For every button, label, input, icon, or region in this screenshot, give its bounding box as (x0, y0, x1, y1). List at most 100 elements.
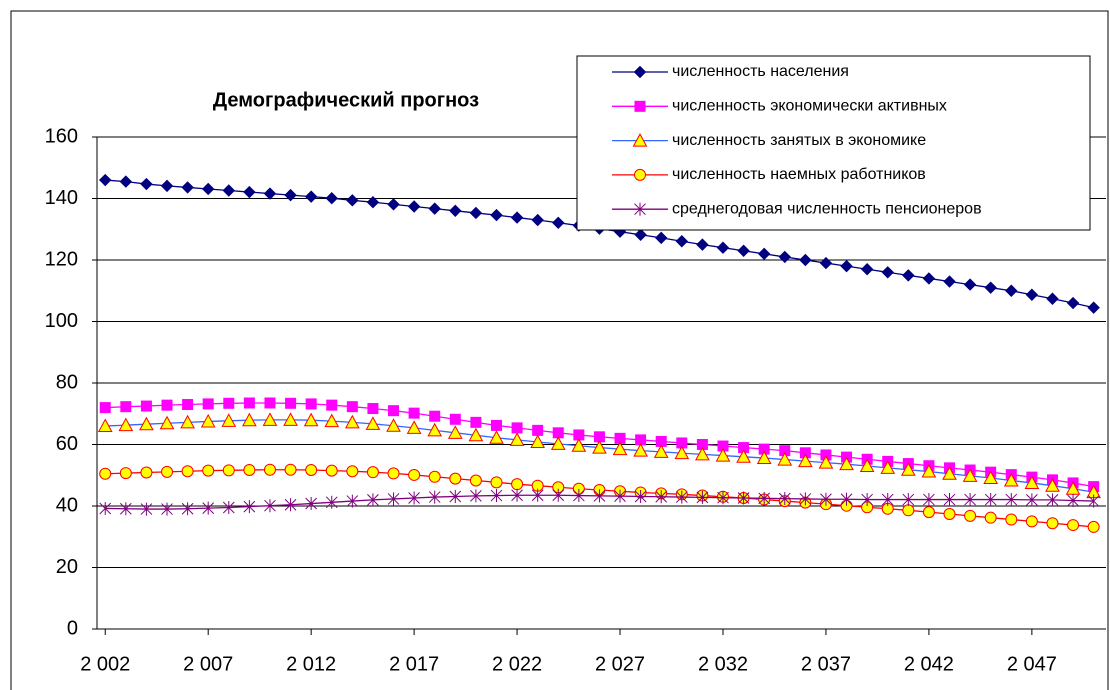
y-tick-label: 120 (45, 248, 78, 270)
marker (921, 464, 937, 478)
marker (653, 444, 669, 458)
marker (449, 413, 461, 425)
x-tick-label: 2 017 (389, 653, 439, 675)
marker (798, 453, 813, 468)
x-tick-label: 2 022 (492, 653, 542, 675)
y-tick-label: 140 (45, 187, 78, 209)
y-tick-label: 20 (56, 556, 78, 578)
marker (737, 491, 750, 505)
marker (346, 401, 358, 413)
marker (284, 498, 297, 512)
marker (99, 173, 112, 187)
marker (449, 489, 462, 503)
marker (572, 489, 585, 503)
marker (490, 208, 503, 222)
legend-label: численность наемных работников (672, 166, 926, 183)
marker (778, 250, 791, 264)
marker (346, 465, 359, 478)
marker (243, 185, 256, 199)
marker (634, 489, 647, 503)
marker (346, 494, 359, 508)
marker (757, 247, 771, 261)
chart-title: Демографический прогноз (213, 89, 479, 111)
marker (140, 177, 153, 191)
marker (695, 446, 710, 461)
marker (408, 407, 420, 419)
marker (180, 414, 195, 429)
marker (262, 412, 278, 426)
marker (1026, 493, 1038, 507)
marker (428, 470, 441, 483)
marker (181, 465, 194, 478)
marker (202, 464, 215, 477)
y-tick-label: 100 (45, 310, 78, 332)
marker (632, 133, 648, 147)
marker (408, 468, 421, 481)
marker (1025, 515, 1038, 528)
marker (263, 463, 276, 476)
marker (284, 463, 297, 476)
marker (550, 436, 566, 450)
marker (346, 194, 359, 207)
marker (407, 200, 421, 213)
marker (983, 470, 999, 485)
marker (511, 422, 523, 434)
marker (799, 492, 812, 506)
marker (964, 493, 976, 507)
marker (922, 272, 936, 285)
marker (860, 263, 874, 276)
marker (1005, 284, 1018, 297)
marker (511, 488, 523, 502)
marker (696, 238, 709, 251)
marker (777, 452, 793, 466)
marker (593, 489, 606, 503)
marker (1046, 517, 1059, 530)
marker (737, 244, 750, 257)
marker (531, 213, 544, 227)
marker (1066, 296, 1080, 310)
marker (717, 491, 729, 505)
marker (222, 464, 235, 477)
marker (159, 415, 175, 430)
marker (161, 502, 173, 516)
marker (962, 468, 978, 482)
marker (366, 195, 380, 209)
marker (634, 228, 647, 241)
marker (880, 460, 896, 474)
marker (181, 181, 194, 194)
marker (469, 474, 482, 487)
marker (99, 467, 112, 480)
marker (428, 202, 441, 215)
x-tick-label: 2 007 (183, 653, 233, 675)
marker (222, 501, 235, 515)
marker (922, 506, 935, 519)
marker (284, 188, 297, 202)
marker (511, 478, 524, 491)
marker (243, 397, 255, 409)
marker (285, 397, 297, 409)
legend-label: численность экономически активных (672, 98, 947, 115)
marker (859, 458, 875, 473)
marker (305, 464, 318, 477)
marker (470, 416, 482, 428)
marker (470, 489, 482, 503)
marker (326, 399, 338, 411)
marker (881, 493, 894, 507)
marker (634, 100, 646, 112)
marker (325, 464, 338, 477)
marker (202, 398, 214, 410)
marker (386, 418, 401, 432)
marker (365, 416, 381, 430)
marker (1067, 519, 1080, 532)
marker (902, 493, 915, 507)
marker (140, 466, 153, 479)
marker (305, 398, 317, 410)
marker (387, 198, 400, 211)
marker (984, 511, 997, 524)
marker (696, 490, 709, 504)
marker (160, 179, 174, 193)
marker (99, 402, 111, 414)
marker (449, 472, 462, 485)
marker (819, 256, 833, 270)
marker (264, 397, 276, 409)
